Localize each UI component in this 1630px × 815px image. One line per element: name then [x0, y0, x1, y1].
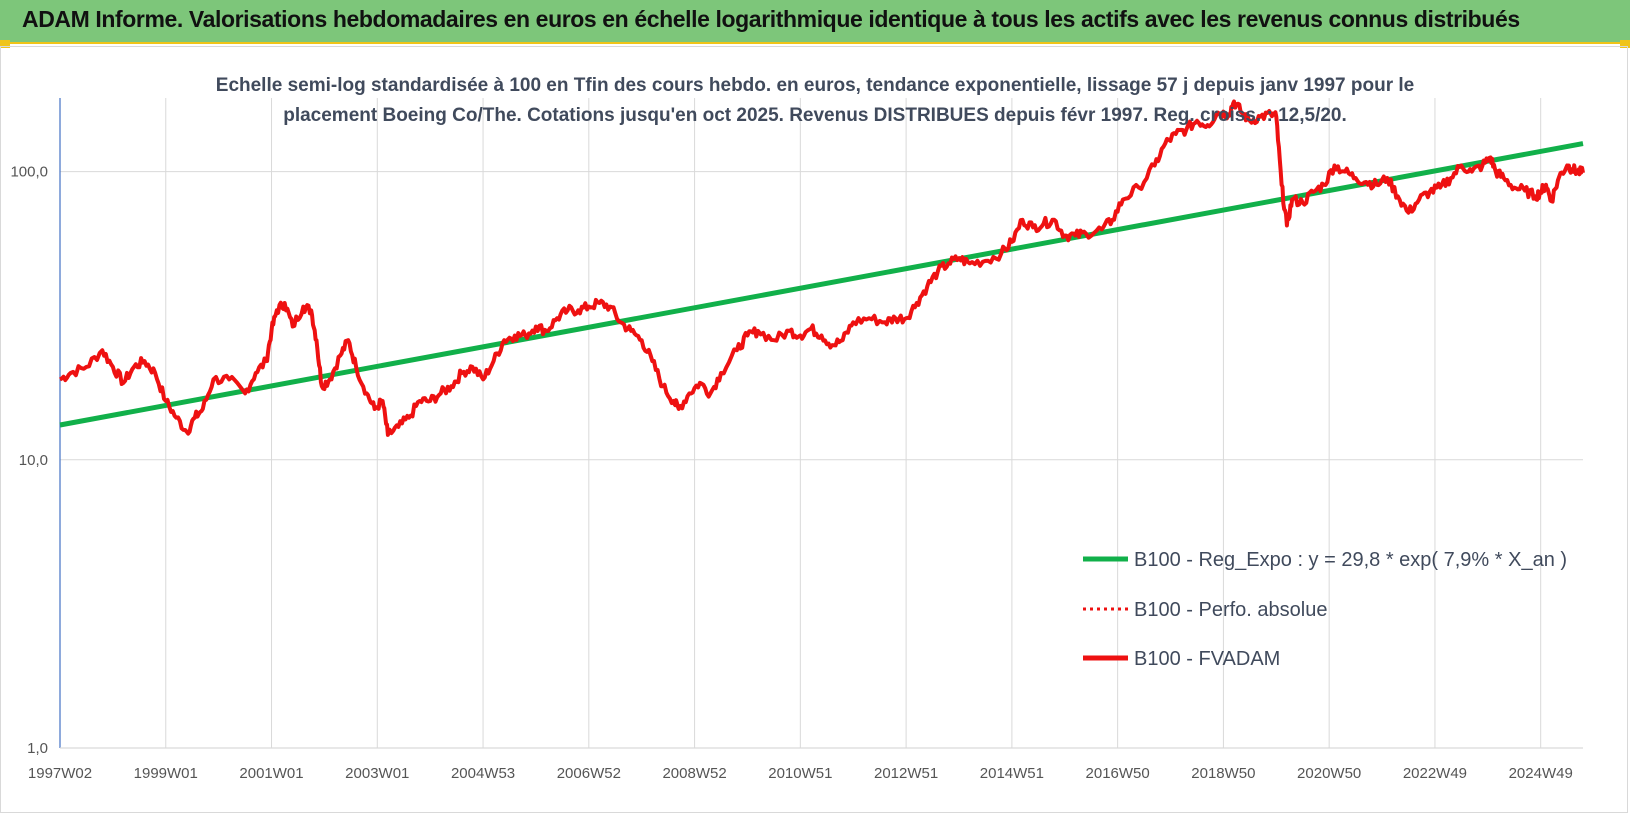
axis-layer: 1997W02 1999W01 2001W01 2003W01 2004W53 2006W…: [10, 98, 1583, 782]
legend: B100 - Reg_Expo : y = 29,8 * exp( 7,9% *…: [1083, 549, 1567, 670]
legend-label-2: B100 - Perfo. absolue: [1134, 599, 1327, 621]
legend-label-1: B100 - Reg_Expo : y = 29,8 * exp( 7,9% *…: [1134, 549, 1567, 571]
grid-layer: [60, 98, 1583, 749]
header-bar: ADAM Informe. Valorisations hebdomadaire…: [0, 0, 1630, 44]
x-tick-label: 2018W50: [1191, 765, 1255, 782]
x-tick-label: 2016W50: [1086, 765, 1150, 782]
x-tick-label: 2020W50: [1297, 765, 1361, 782]
x-tick-label: 1997W02: [28, 765, 92, 782]
chart-title-line-1: Echelle semi-log standardisée à 100 en T…: [216, 75, 1414, 96]
x-tick-label: 2004W53: [451, 765, 515, 782]
x-tick-label: 2012W51: [874, 765, 938, 782]
x-tick-label: 2010W51: [768, 765, 832, 782]
x-tick-label: 2003W01: [345, 765, 409, 782]
price-line: [59, 99, 1585, 437]
x-tick-label: 1999W01: [134, 765, 198, 782]
x-tick-label: 2022W49: [1403, 765, 1467, 782]
corner-marker-left: [0, 40, 10, 48]
trend-line: [59, 141, 1584, 428]
chart-title-line-2: placement Boeing Co/The. Cotations jusqu…: [283, 105, 1347, 126]
chart-frame: [0, 46, 1628, 813]
y-tick-label: 100,0: [10, 164, 48, 181]
x-tick-label: 2001W01: [239, 765, 303, 782]
legend-label-3: B100 - FVADAM: [1134, 648, 1280, 670]
chart-title: Echelle semi-log standardisée à 100 en T…: [216, 75, 1414, 126]
x-tick-label: 2024W49: [1509, 765, 1573, 782]
series-layer: [59, 99, 1585, 437]
page-title: ADAM Informe. Valorisations hebdomadaire…: [22, 6, 1520, 32]
y-tick-label: 1,0: [27, 740, 48, 757]
y-tick-label: 10,0: [19, 452, 48, 469]
corner-marker-right: [1620, 40, 1630, 48]
x-tick-label: 2006W52: [557, 765, 621, 782]
x-tick-label: 2014W51: [980, 765, 1044, 782]
x-tick-label: 2008W52: [662, 765, 726, 782]
